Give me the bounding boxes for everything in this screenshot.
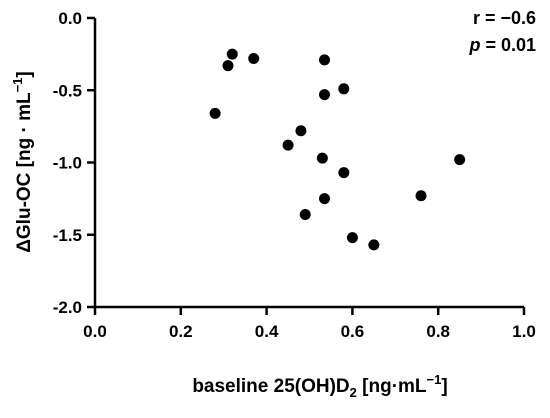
- y-axis-title-superscript: −1: [10, 78, 25, 93]
- x-axis-title: baseline 25(OH)D2 [ng·mL−1]: [192, 372, 447, 400]
- data-points: [209, 48, 466, 251]
- data-point: [248, 52, 260, 64]
- data-point: [295, 125, 307, 137]
- correlation-label: r = −0.6: [473, 8, 536, 28]
- data-point: [319, 54, 331, 66]
- p-symbol: p: [468, 35, 480, 55]
- data-point: [346, 232, 358, 244]
- x-tick-label: 0.8: [426, 322, 450, 341]
- data-point: [338, 83, 350, 95]
- x-tick-label: 0.0: [83, 322, 107, 341]
- data-point: [415, 190, 427, 202]
- x-tick-label: 1.0: [512, 322, 536, 341]
- data-point: [299, 209, 311, 221]
- p-value-label: p = 0.01: [468, 35, 536, 55]
- y-axis-title-prefix: ΔGlu-OC [ng · mL: [14, 92, 35, 253]
- data-point: [282, 139, 294, 151]
- x-axis-title-close: ]: [441, 376, 447, 397]
- y-tick-label: -0.5: [53, 81, 82, 100]
- y-axis-title-suffix: ]: [14, 71, 35, 77]
- x-tick-label: 0.4: [255, 322, 279, 341]
- y-axis-title: ΔGlu-OC [ng · mL−1]: [10, 71, 35, 253]
- y-tick-label: -2.0: [53, 298, 82, 317]
- data-point: [222, 60, 234, 72]
- y-tick-label: -1.5: [53, 226, 82, 245]
- x-tick-label: 0.2: [169, 322, 193, 341]
- y-ticks: 0.0 -0.5 -1.0 -1.5 -2.0: [53, 9, 95, 317]
- data-point: [319, 193, 331, 205]
- data-point: [226, 48, 238, 60]
- data-point: [209, 107, 221, 119]
- x-ticks: 0.0 0.2 0.4 0.6 0.8 1.0: [83, 307, 536, 341]
- x-tick-label: 0.6: [341, 322, 365, 341]
- x-axis-title-unit: [ng·mL: [357, 376, 427, 397]
- data-point: [316, 152, 328, 164]
- y-tick-label: 0.0: [58, 9, 82, 28]
- data-point: [338, 167, 350, 179]
- p-value: = 0.01: [480, 35, 536, 55]
- x-axis-title-prefix: baseline 25(OH)D: [192, 376, 349, 397]
- data-point: [368, 239, 380, 251]
- data-point: [319, 89, 331, 101]
- y-tick-label: -1.0: [53, 154, 82, 173]
- data-point: [454, 154, 466, 166]
- x-axis-title-subscript: 2: [350, 385, 357, 400]
- x-axis-title-superscript: −1: [427, 372, 442, 387]
